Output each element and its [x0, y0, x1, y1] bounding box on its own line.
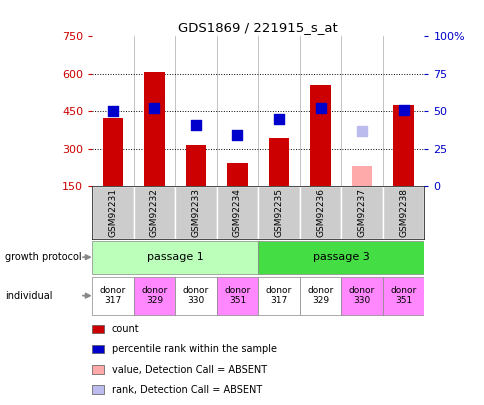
Text: GSM92232: GSM92232: [150, 188, 159, 237]
Text: passage 1: passage 1: [147, 252, 203, 262]
Bar: [268, 138, 289, 186]
Bar: [351, 166, 372, 186]
Bar: [134, 277, 175, 315]
Point: [109, 108, 117, 115]
Bar: [92, 277, 134, 315]
Text: donor
317: donor 317: [100, 286, 126, 305]
Bar: [92, 241, 257, 274]
Bar: [310, 85, 330, 186]
Bar: [216, 277, 257, 315]
Point: [192, 122, 199, 128]
Text: donor
317: donor 317: [265, 286, 291, 305]
Text: GSM92235: GSM92235: [274, 188, 283, 237]
Bar: [341, 186, 382, 239]
Bar: [185, 145, 206, 186]
Text: percentile rank within the sample: percentile rank within the sample: [111, 344, 276, 354]
Text: value, Detection Call = ABSENT: value, Detection Call = ABSENT: [111, 364, 266, 375]
Text: GSM92238: GSM92238: [398, 188, 407, 237]
Point: [358, 128, 365, 134]
Point: [399, 107, 407, 113]
Bar: [175, 186, 216, 239]
Point: [233, 132, 241, 139]
Text: donor
329: donor 329: [141, 286, 167, 305]
Point: [150, 104, 158, 111]
Bar: [299, 277, 341, 315]
Text: passage 3: passage 3: [312, 252, 369, 262]
Text: count: count: [111, 324, 139, 334]
Bar: [382, 186, 424, 239]
Text: donor
330: donor 330: [182, 286, 209, 305]
Point: [316, 104, 324, 111]
Text: GSM92234: GSM92234: [232, 188, 242, 237]
Bar: [102, 117, 123, 186]
Bar: [341, 277, 382, 315]
Text: rank, Detection Call = ABSENT: rank, Detection Call = ABSENT: [111, 385, 261, 395]
Bar: [257, 186, 299, 239]
Bar: [299, 186, 341, 239]
Text: individual: individual: [5, 291, 52, 301]
Text: growth protocol: growth protocol: [5, 252, 81, 262]
Title: GDS1869 / 221915_s_at: GDS1869 / 221915_s_at: [178, 21, 337, 34]
Bar: [144, 72, 165, 186]
Bar: [92, 186, 134, 239]
Text: donor
351: donor 351: [390, 286, 416, 305]
Bar: [257, 277, 299, 315]
Text: GSM92233: GSM92233: [191, 188, 200, 237]
Point: [274, 116, 282, 122]
Bar: [216, 186, 257, 239]
Text: GSM92237: GSM92237: [357, 188, 366, 237]
Bar: [175, 277, 216, 315]
Text: GSM92231: GSM92231: [108, 188, 117, 237]
Bar: [382, 277, 424, 315]
Text: donor
351: donor 351: [224, 286, 250, 305]
Text: donor
330: donor 330: [348, 286, 375, 305]
Bar: [393, 105, 413, 186]
Text: GSM92236: GSM92236: [316, 188, 324, 237]
Text: donor
329: donor 329: [307, 286, 333, 305]
Bar: [227, 162, 247, 186]
Bar: [134, 186, 175, 239]
Bar: [257, 241, 424, 274]
